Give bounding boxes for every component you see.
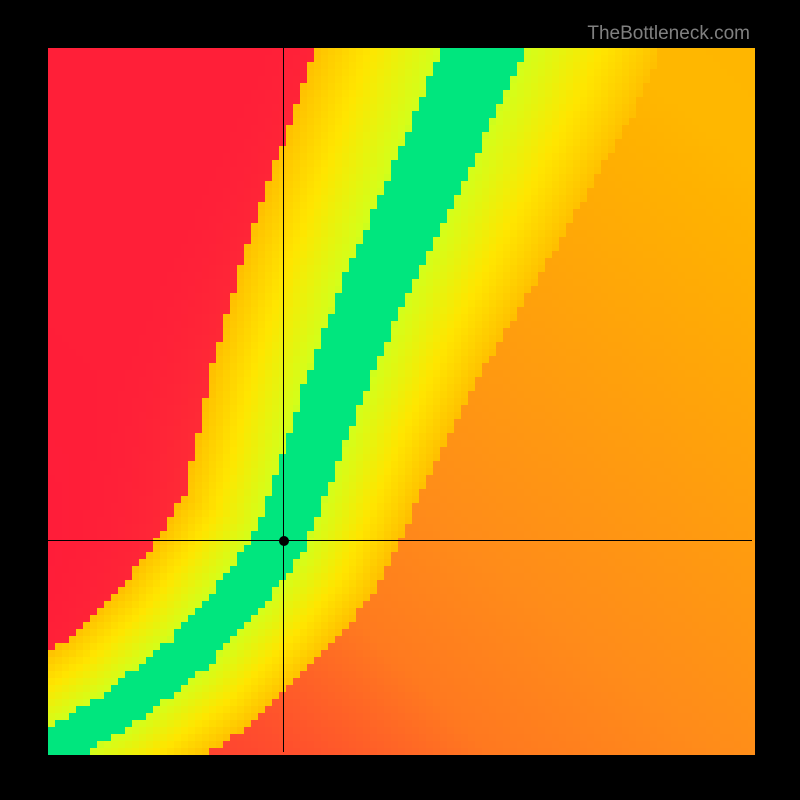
crosshair-horizontal [48,540,752,541]
watermark-label: TheBottleneck.com [587,23,750,45]
crosshair-marker [279,536,289,546]
heatmap-canvas [0,0,800,800]
crosshair-vertical [283,48,284,752]
